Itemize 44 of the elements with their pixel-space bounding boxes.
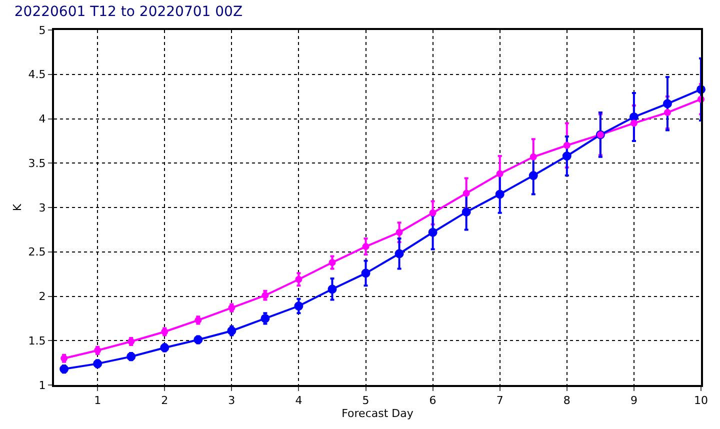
point: [662, 99, 672, 108]
point: [528, 171, 538, 180]
y-tick-label: 2: [38, 290, 46, 304]
x-tick-label: 8: [563, 394, 570, 408]
point: [562, 152, 572, 161]
x-axis-title: Forecast Day: [342, 407, 414, 420]
chart-title: 20220601 T12 to 20220701 00Z: [14, 4, 243, 20]
point: [394, 249, 404, 258]
point: [629, 112, 638, 122]
point: [294, 302, 304, 311]
point: [396, 228, 403, 236]
y-tick-label: 4: [38, 112, 46, 126]
x-tick-label: 6: [429, 394, 436, 408]
x-tick-label: 5: [362, 394, 370, 408]
y-tick-label: 1.5: [28, 334, 46, 348]
point: [462, 207, 471, 216]
x-tick-label: 4: [295, 394, 302, 408]
x-tick-label: 1: [94, 394, 102, 408]
point: [462, 190, 470, 197]
y-tick-label: 4.5: [28, 68, 46, 82]
point: [530, 153, 537, 160]
point: [328, 284, 337, 294]
x-tick-label: 2: [161, 394, 168, 408]
point: [428, 228, 438, 237]
y-tick-label: 3: [38, 201, 46, 214]
y-tick-label: 2.5: [28, 246, 46, 259]
y-tick-label: 5: [38, 24, 46, 37]
point: [295, 276, 302, 283]
point: [496, 170, 504, 178]
x-tick-label: 10: [694, 394, 708, 408]
x-tick-label: 3: [228, 394, 236, 408]
y-axis-title: K: [11, 203, 24, 212]
point: [495, 190, 504, 199]
point: [664, 109, 671, 116]
point: [362, 243, 370, 250]
point: [328, 259, 336, 266]
y-tick-label: 3.5: [28, 156, 46, 170]
y-tick-label: 1: [38, 378, 46, 392]
point: [361, 268, 370, 278]
x-tick-label: 7: [496, 394, 504, 408]
point: [563, 142, 570, 149]
point: [630, 120, 638, 127]
x-tick-label: 9: [630, 394, 638, 408]
point: [429, 209, 436, 216]
